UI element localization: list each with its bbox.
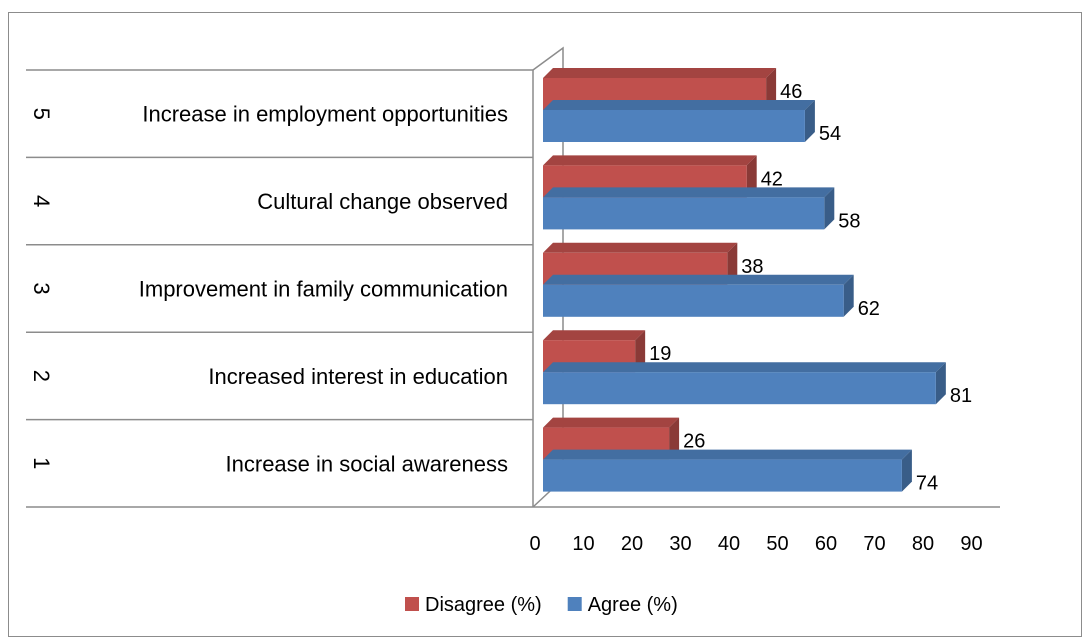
bar-side-face xyxy=(727,242,738,285)
category-label: Cultural change observed xyxy=(257,189,508,214)
category-label: Improvement in family communication xyxy=(139,277,508,302)
legend-label: Agree (%) xyxy=(588,594,678,616)
bar-value-label: 62 xyxy=(858,298,880,320)
bar-top-face xyxy=(543,187,835,198)
x-tick-label: 50 xyxy=(766,533,788,555)
category-index: 2 xyxy=(29,370,54,382)
bar xyxy=(543,362,946,405)
bar-side-face xyxy=(669,417,680,460)
x-tick-labels: 0 10 20 30 40 50 60 70 80 90 xyxy=(529,533,982,555)
bar-top-face xyxy=(543,242,738,253)
category-index: 4 xyxy=(29,195,54,207)
bar-side-face xyxy=(843,274,854,317)
bar-front-face xyxy=(543,110,805,142)
bar-side-face xyxy=(901,449,912,492)
bar-top-face xyxy=(543,68,777,78)
category-label: Increased interest in education xyxy=(208,364,508,389)
bar-value-label: 42 xyxy=(761,168,783,190)
x-tick-label: 10 xyxy=(572,533,594,555)
x-tick-label: 80 xyxy=(912,533,934,555)
bar-top-face xyxy=(543,274,854,285)
category-index: 5 xyxy=(29,108,54,120)
bar-value-label: 38 xyxy=(741,256,763,278)
x-tick-label: 70 xyxy=(863,533,885,555)
bars xyxy=(543,68,946,492)
bar-front-face xyxy=(543,459,902,492)
x-tick-label: 0 xyxy=(529,533,540,555)
bar-side-face xyxy=(935,362,946,405)
x-tick-label: 90 xyxy=(960,533,982,555)
bar-value-label: 58 xyxy=(838,210,860,232)
bar-top-face xyxy=(543,100,815,110)
legend-swatch xyxy=(567,597,582,611)
category-label: Increase in employment opportunities xyxy=(142,102,508,127)
bar-side-face xyxy=(635,330,646,373)
x-tick-label: 40 xyxy=(718,533,740,555)
x-tick-label: 30 xyxy=(669,533,691,555)
bar xyxy=(543,100,815,142)
bar-top-face xyxy=(543,449,912,460)
bar xyxy=(543,449,912,492)
value-labels: 26 74 19 81 38 62 42 58 46 54 xyxy=(649,81,972,495)
bar-top-face xyxy=(543,362,946,373)
bar-value-label: 19 xyxy=(649,343,671,365)
x-tick-label: 20 xyxy=(621,533,643,555)
bar-side-face xyxy=(824,187,835,230)
legend-label: Disagree (%) xyxy=(425,594,542,616)
bar-side-face xyxy=(804,100,815,142)
bar-value-label: 26 xyxy=(683,431,705,453)
bar-value-label: 54 xyxy=(819,123,841,145)
bar-top-face xyxy=(543,417,680,428)
bar xyxy=(543,274,854,317)
bar-value-label: 81 xyxy=(950,385,972,407)
bar-side-face xyxy=(766,68,777,110)
x-tick-label: 60 xyxy=(815,533,837,555)
legend-swatch xyxy=(405,597,419,611)
bar-top-face xyxy=(543,330,646,341)
bar-front-face xyxy=(543,197,825,230)
bar-value-label: 46 xyxy=(780,81,802,103)
bar xyxy=(543,187,835,230)
bar-front-face xyxy=(543,284,844,317)
legend: Disagree (%) Agree (%) xyxy=(405,594,678,616)
bar-side-face xyxy=(746,155,757,198)
category-index: 1 xyxy=(29,457,54,469)
bar-top-face xyxy=(543,155,757,166)
bar-front-face xyxy=(543,372,936,405)
category-label: Increase in social awareness xyxy=(226,451,508,476)
category-index: 3 xyxy=(29,282,54,294)
category-labels: 1 Increase in social awareness 2 Increased … xyxy=(29,102,508,477)
bar-value-label: 74 xyxy=(916,473,938,495)
